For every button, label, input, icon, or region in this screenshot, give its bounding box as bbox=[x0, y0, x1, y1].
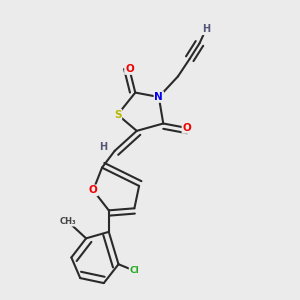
Text: H: H bbox=[99, 142, 107, 152]
Text: Cl: Cl bbox=[130, 266, 139, 275]
Text: O: O bbox=[182, 123, 191, 133]
Text: O: O bbox=[125, 64, 134, 74]
Text: N: N bbox=[154, 92, 163, 102]
Text: O: O bbox=[89, 185, 98, 195]
Text: H: H bbox=[202, 24, 210, 34]
Text: S: S bbox=[114, 110, 122, 120]
Text: CH₃: CH₃ bbox=[59, 217, 76, 226]
